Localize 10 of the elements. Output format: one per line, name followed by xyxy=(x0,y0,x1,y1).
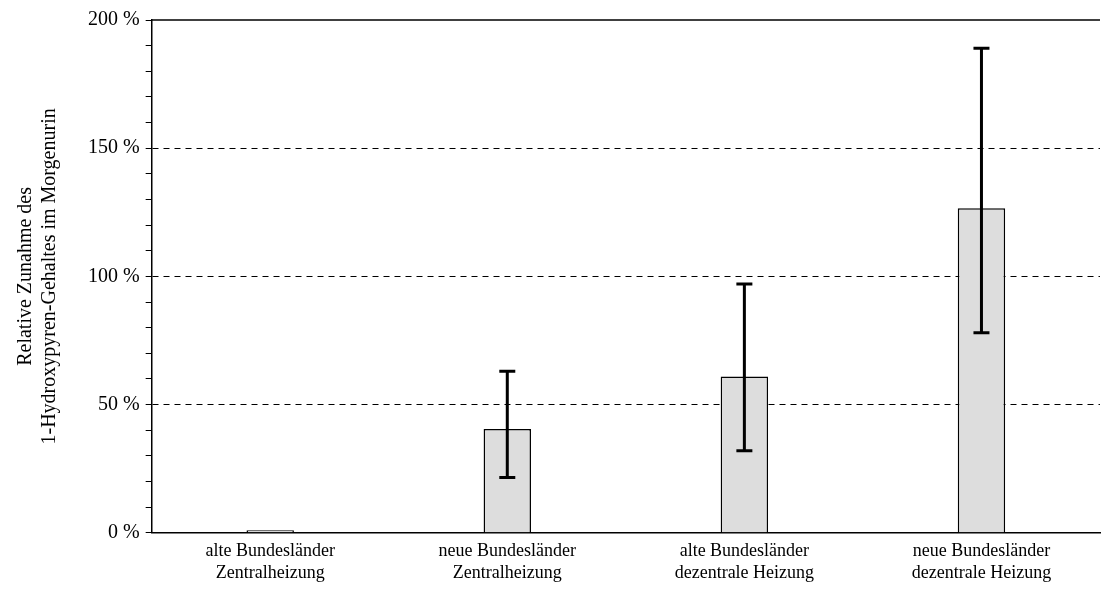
y-tick-label: 0 % xyxy=(107,520,140,543)
y-tick-label: 200 % xyxy=(87,7,140,30)
x-tick-label: neue Bundesländer Zentralheizung xyxy=(438,540,577,582)
y-tick-label: 100 % xyxy=(87,263,140,286)
y-tick-label: 50 % xyxy=(97,391,140,414)
y-tick-label: 150 % xyxy=(87,135,140,158)
x-tick-label: alte Bundesländer dezentrale Heizung xyxy=(674,540,815,582)
x-tick-label: alte Bundesländer Zentralheizung xyxy=(205,540,335,582)
y-axis-title: Relative Zunahme des 1-Hydroxypyren-Gehaltes im Morgenurin xyxy=(13,108,61,445)
x-tick-label: neue Bundesländer dezentrale Heizung xyxy=(911,540,1052,582)
